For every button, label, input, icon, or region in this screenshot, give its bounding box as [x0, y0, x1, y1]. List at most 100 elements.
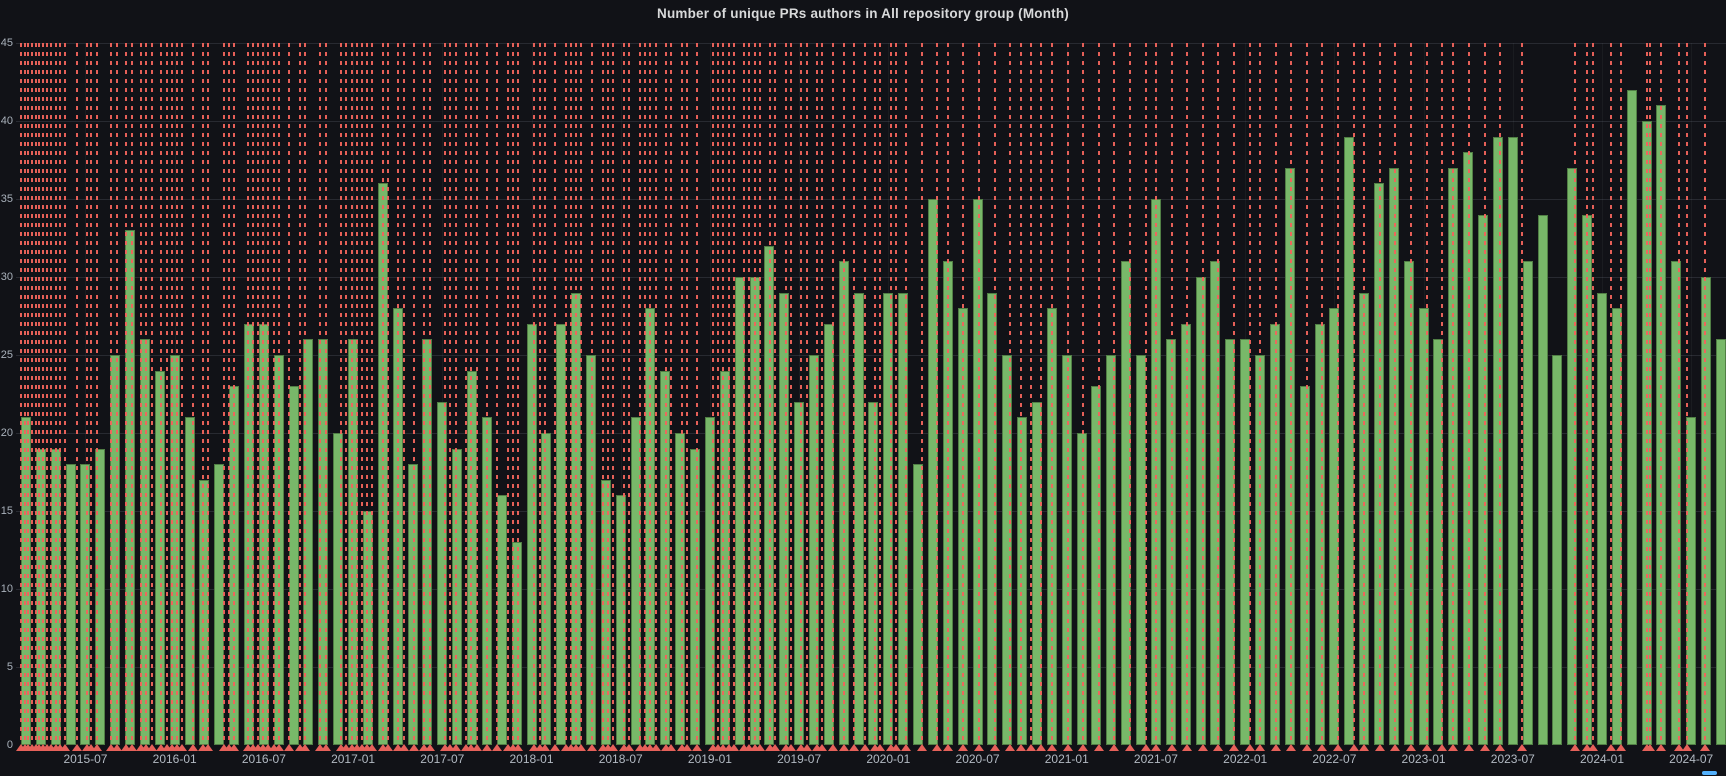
annotation-marker-icon[interactable] — [1516, 744, 1527, 751]
annotation-marker-icon[interactable] — [650, 744, 661, 751]
annotation-marker-icon[interactable] — [560, 744, 571, 751]
annotation-line[interactable] — [1660, 43, 1663, 745]
annotation-marker-icon[interactable] — [1255, 744, 1266, 751]
bar[interactable] — [1701, 277, 1712, 745]
bar[interactable] — [1552, 355, 1563, 745]
bar[interactable] — [1492, 136, 1503, 745]
annotation-line[interactable] — [853, 43, 856, 745]
annotation-line[interactable] — [1217, 43, 1220, 745]
annotation-line[interactable] — [1609, 43, 1612, 745]
annotation-line[interactable] — [110, 43, 113, 745]
annotation-line[interactable] — [1452, 43, 1455, 745]
annotation-line[interactable] — [1290, 43, 1293, 745]
annotation-marker-icon[interactable] — [681, 744, 692, 751]
annotation-marker-icon[interactable] — [645, 744, 656, 751]
annotation-line[interactable] — [680, 43, 683, 745]
annotation-line[interactable] — [1574, 43, 1577, 745]
annotation-line[interactable] — [727, 43, 730, 745]
annotation-line[interactable] — [873, 43, 876, 745]
annotation-line[interactable] — [601, 43, 604, 745]
annotation-marker-icon[interactable] — [1421, 744, 1432, 751]
annotation-line[interactable] — [115, 43, 118, 745]
annotation-line[interactable] — [946, 43, 949, 745]
annotation-line[interactable] — [639, 43, 642, 745]
annotation-line[interactable] — [696, 43, 699, 745]
annotation-marker-icon[interactable] — [502, 744, 513, 751]
annotation-line[interactable] — [591, 43, 594, 745]
annotation-marker-icon[interactable] — [770, 744, 781, 751]
annotation-line[interactable] — [831, 43, 834, 745]
annotation-marker-icon[interactable] — [424, 744, 435, 751]
annotation-line[interactable] — [30, 43, 33, 745]
annotation-marker-icon[interactable] — [796, 744, 807, 751]
annotation-marker-icon[interactable] — [1374, 744, 1385, 751]
annotation-line[interactable] — [1499, 43, 1502, 745]
annotation-marker-icon[interactable] — [692, 744, 703, 751]
annotation-marker-icon[interactable] — [187, 744, 198, 751]
annotation-marker-icon[interactable] — [707, 744, 718, 751]
annotation-marker-icon[interactable] — [1605, 744, 1616, 751]
bar[interactable] — [794, 401, 805, 745]
annotation-line[interactable] — [324, 43, 327, 745]
bar[interactable] — [541, 433, 552, 745]
annotation-line[interactable] — [1040, 43, 1043, 745]
annotation-line[interactable] — [19, 43, 22, 745]
annotation-line[interactable] — [42, 43, 45, 745]
annotation-line[interactable] — [63, 43, 66, 745]
annotation-marker-icon[interactable] — [974, 744, 985, 751]
annotation-line[interactable] — [1233, 43, 1236, 745]
annotation-marker-icon[interactable] — [398, 744, 409, 751]
annotation-line[interactable] — [1082, 43, 1085, 745]
annotation-line[interactable] — [361, 43, 364, 745]
annotation-marker-icon[interactable] — [875, 744, 886, 751]
bar[interactable] — [21, 417, 31, 745]
annotation-line[interactable] — [233, 43, 236, 745]
annotation-line[interactable] — [1378, 43, 1381, 745]
annotation-marker-icon[interactable] — [1150, 744, 1161, 751]
annotation-marker-icon[interactable] — [1390, 744, 1401, 751]
annotation-line[interactable] — [470, 43, 473, 745]
annotation-line[interactable] — [863, 43, 866, 745]
annotation-line[interactable] — [449, 43, 452, 745]
annotation-marker-icon[interactable] — [635, 744, 646, 751]
annotation-marker-icon[interactable] — [1317, 744, 1328, 751]
annotation-marker-icon[interactable] — [1036, 744, 1047, 751]
annotation-line[interactable] — [227, 43, 230, 745]
annotation-line[interactable] — [267, 43, 270, 745]
annotation-marker-icon[interactable] — [171, 744, 182, 751]
annotation-line[interactable] — [506, 43, 509, 745]
annotation-line[interactable] — [517, 43, 520, 745]
annotation-line[interactable] — [272, 43, 275, 745]
annotation-line[interactable] — [622, 43, 625, 745]
annotation-marker-icon[interactable] — [640, 744, 651, 751]
annotation-line[interactable] — [649, 43, 652, 745]
bar[interactable] — [1715, 339, 1726, 745]
annotation-line[interactable] — [580, 43, 583, 745]
annotation-line[interactable] — [130, 43, 133, 745]
annotation-line[interactable] — [711, 43, 714, 745]
annotation-marker-icon[interactable] — [849, 744, 860, 751]
annotation-marker-icon[interactable] — [901, 744, 912, 751]
annotation-marker-icon[interactable] — [1463, 744, 1474, 751]
annotation-line[interactable] — [543, 43, 546, 745]
annotation-marker-icon[interactable] — [1656, 744, 1667, 751]
annotation-line[interactable] — [1097, 43, 1100, 745]
annotation-line[interactable] — [444, 43, 447, 745]
annotation-marker-icon[interactable] — [1333, 744, 1344, 751]
annotation-line[interactable] — [170, 43, 173, 745]
annotation-line[interactable] — [402, 43, 405, 745]
bar[interactable] — [883, 292, 894, 745]
annotation-line[interactable] — [978, 43, 981, 745]
annotation-marker-icon[interactable] — [471, 744, 482, 751]
annotation-line[interactable] — [769, 43, 772, 745]
annotation-marker-icon[interactable] — [749, 744, 760, 751]
annotation-marker-icon[interactable] — [1570, 744, 1581, 751]
annotation-marker-icon[interactable] — [597, 744, 608, 751]
annotation-marker-icon[interactable] — [141, 744, 152, 751]
annotation-marker-icon[interactable] — [177, 744, 188, 751]
annotation-marker-icon[interactable] — [336, 744, 347, 751]
annotation-line[interactable] — [1009, 43, 1012, 745]
annotation-marker-icon[interactable] — [587, 744, 598, 751]
bar[interactable] — [1017, 417, 1028, 745]
annotation-line[interactable] — [1274, 43, 1277, 745]
